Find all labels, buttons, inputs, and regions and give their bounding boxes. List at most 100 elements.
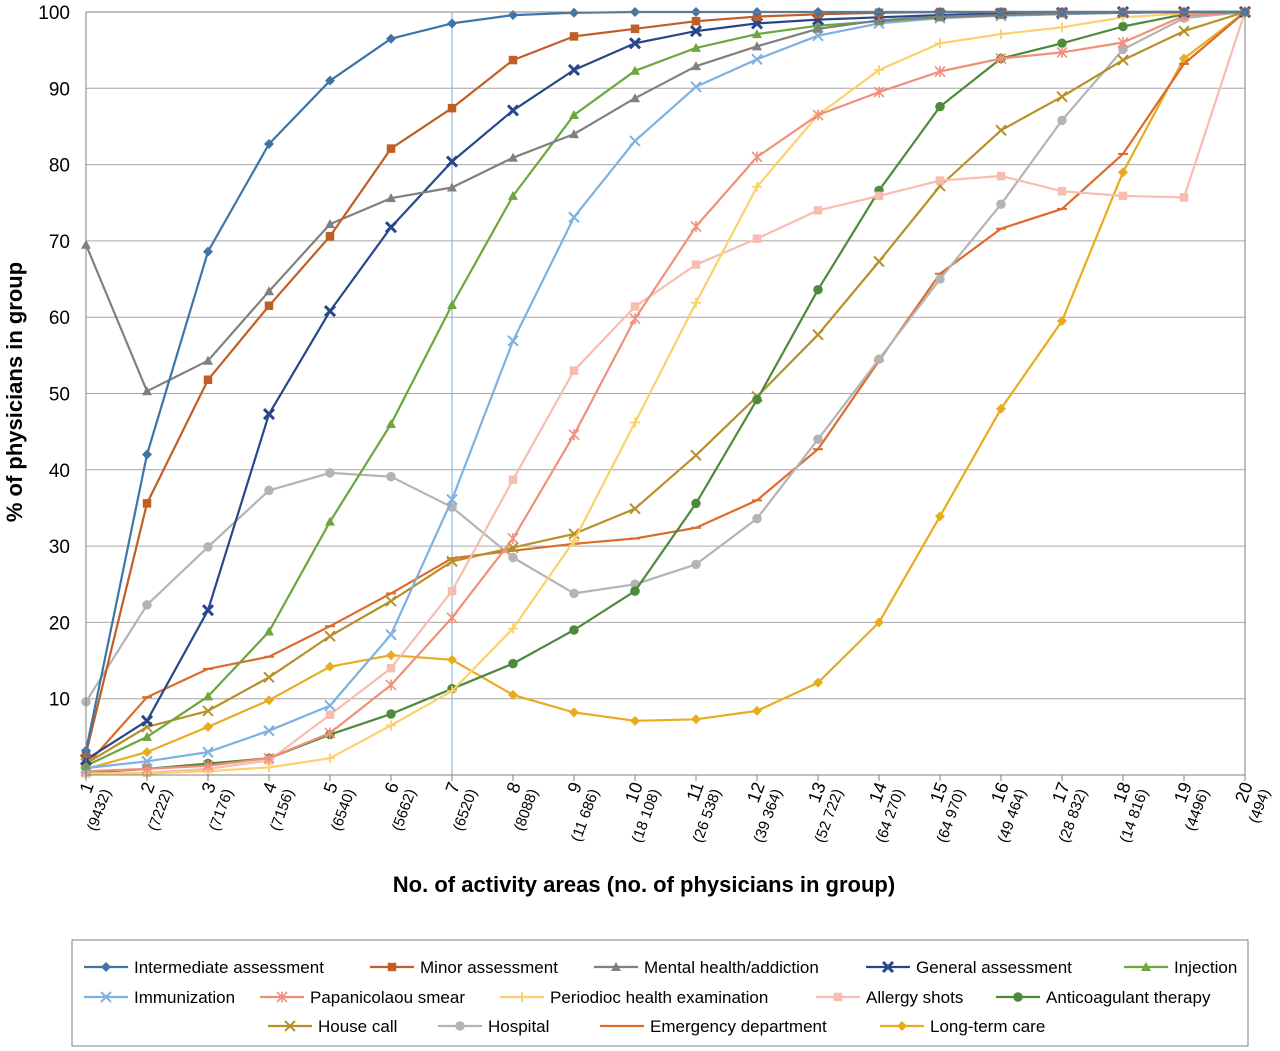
- data-point: [689, 25, 703, 38]
- legend-item: Intermediate assessment: [84, 958, 324, 977]
- data-point: [935, 274, 945, 284]
- legend-label: Periodioc health examination: [550, 988, 768, 1007]
- series-line: [85, 10, 1246, 773]
- legend-item: Allergy shots: [816, 988, 963, 1007]
- legend-item: Injection: [1124, 958, 1237, 977]
- data-point: [1057, 38, 1067, 49]
- data-point: [996, 29, 1006, 40]
- data-point: [569, 707, 579, 718]
- data-point: [201, 604, 215, 617]
- data-point: [142, 600, 152, 610]
- data-point: [569, 535, 579, 546]
- data-point: [325, 75, 335, 86]
- series-3: [79, 5, 1252, 766]
- data-point: [262, 408, 276, 421]
- series-line: [85, 10, 1246, 703]
- data-point: [507, 532, 519, 545]
- x-tick-group: 4(7156): [259, 780, 298, 834]
- legend-label: Immunization: [134, 988, 235, 1007]
- data-point: [935, 511, 945, 522]
- data-point: [446, 612, 458, 624]
- data-point: [995, 52, 1007, 65]
- data-point: [813, 23, 823, 33]
- data-point: [386, 33, 396, 44]
- y-tick-label: 60: [49, 308, 70, 329]
- data-point: [569, 588, 579, 599]
- data-point: [325, 219, 335, 229]
- data-point: [447, 103, 457, 113]
- plot-area-frame: [85, 11, 1246, 776]
- x-tick-group: 2(7222): [137, 780, 176, 834]
- x-tick-group: 16(49 464): [987, 780, 1030, 846]
- data-point: [202, 705, 214, 717]
- data-point: [1057, 22, 1067, 33]
- data-point: [447, 686, 457, 697]
- data-point: [630, 24, 640, 34]
- series-2: [81, 7, 1250, 396]
- series-line: [85, 10, 1245, 761]
- data-point: [568, 211, 580, 223]
- x-tick-group: 14(64 270): [865, 780, 908, 846]
- x-tick-label: 2: [137, 780, 159, 796]
- data-point: [1118, 167, 1128, 178]
- series-line: [85, 10, 1245, 770]
- legend-label: Intermediate assessment: [134, 958, 324, 977]
- legend-swatch-marker: [284, 1020, 296, 1032]
- y-tick-label: 50: [49, 385, 70, 406]
- x-tick-group: 7(6520): [442, 780, 481, 834]
- x-tick-group: 10(18 108): [621, 780, 664, 846]
- data-point: [386, 709, 396, 719]
- x-tick-label: 7: [442, 780, 464, 796]
- data-point: [508, 623, 518, 634]
- y-tick-label: 20: [49, 613, 70, 634]
- data-point: [508, 152, 518, 162]
- legend-item: Anticoagulant therapy: [996, 988, 1211, 1007]
- data-point: [142, 499, 152, 508]
- data-point: [264, 695, 274, 706]
- y-tick-label: 70: [49, 232, 70, 253]
- x-tick-group: 15(64 970): [926, 780, 969, 846]
- legend-label: Injection: [1174, 958, 1237, 977]
- data-point: [447, 654, 457, 665]
- x-tick-group: 5(6540): [320, 780, 359, 834]
- x-tick-group: 1(9432): [76, 780, 115, 834]
- data-point: [691, 714, 701, 725]
- x-tick-group: 11(26 538): [683, 780, 725, 846]
- x-tick-group: 8(8088): [503, 780, 542, 834]
- legend-label: Hospital: [488, 1017, 549, 1036]
- legend-label: Minor assessment: [420, 958, 558, 977]
- data-point: [752, 234, 762, 243]
- data-point: [874, 64, 884, 75]
- x-tick-group-size: (11 686): [568, 787, 603, 844]
- data-point: [447, 299, 457, 309]
- data-point: [752, 29, 762, 39]
- legend-swatch-marker: [897, 1021, 907, 1031]
- data-point: [324, 630, 336, 642]
- data-point: [141, 755, 153, 767]
- legend-label: Papanicolaou smear: [310, 988, 465, 1007]
- legend-swatch-marker: [1141, 962, 1151, 971]
- data-point: [384, 221, 398, 234]
- data-point: [691, 297, 701, 308]
- data-point: [263, 671, 275, 684]
- legend-label: House call: [318, 1017, 397, 1036]
- data-point: [630, 302, 640, 311]
- data-point: [569, 625, 579, 635]
- data-point: [1179, 193, 1189, 202]
- data-point: [935, 176, 945, 185]
- data-point: [507, 335, 519, 347]
- legend-item: Periodioc health examination: [500, 988, 768, 1007]
- data-point: [203, 375, 213, 385]
- data-point: [385, 595, 397, 607]
- data-point: [325, 661, 335, 672]
- data-point: [447, 586, 457, 596]
- data-point: [506, 104, 520, 117]
- x-tick-group: 12(39 364): [743, 780, 786, 846]
- data-point: [263, 752, 275, 764]
- legend-label: Mental health/addiction: [644, 958, 819, 977]
- x-tick-label: 9: [564, 780, 586, 796]
- data-point: [264, 626, 274, 636]
- data-point: [630, 65, 640, 75]
- data-point: [752, 705, 762, 716]
- x-tick-group: 3(7176): [198, 780, 237, 834]
